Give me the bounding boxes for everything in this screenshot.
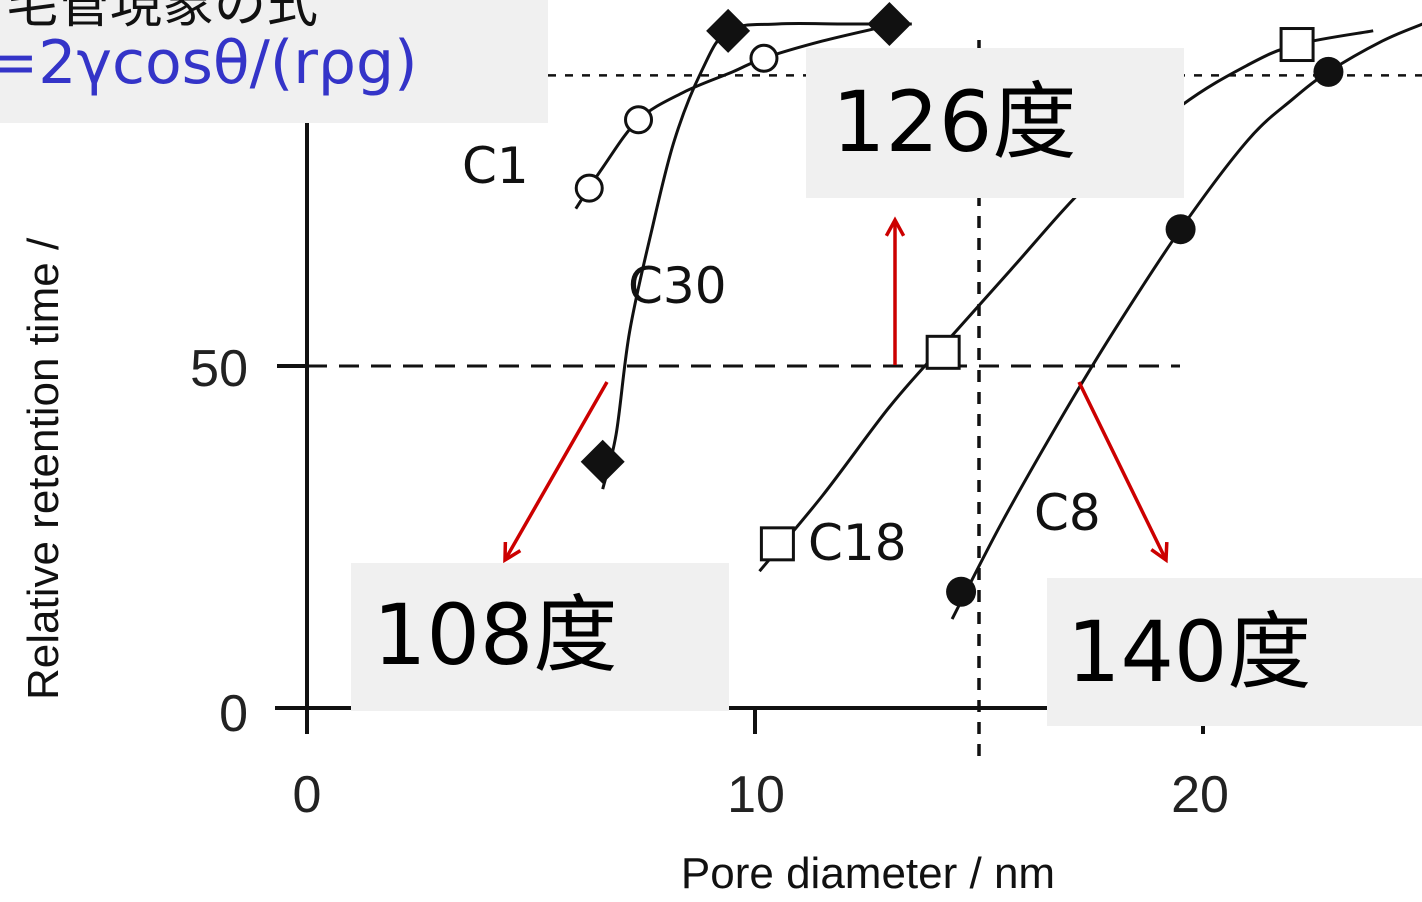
angle-label-c30: 108度 (351, 563, 729, 711)
marker-c8-2 (1313, 56, 1344, 87)
marker-c1-2 (749, 43, 779, 73)
y-tick-label-50: 50 (190, 340, 248, 398)
arrow-c8 (1077, 381, 1169, 564)
series-label-c30: C30 (628, 257, 727, 315)
marker-c1-0 (574, 173, 604, 203)
series-markers (574, 2, 1344, 607)
curve-c1 (574, 25, 881, 210)
series-label-c1: C1 (462, 137, 529, 195)
marker-c18-2 (1279, 27, 1315, 63)
formula-box: 毛管現象の式 =2γcosθ/(rρg) (0, 0, 548, 123)
x-axis-title: Pore diameter / nm (681, 849, 1055, 898)
x-tick-label-10: 10 (727, 766, 785, 824)
curve-c30 (601, 22, 912, 490)
formula-heading: 毛管現象の式 (6, 0, 319, 35)
arrow-c30-head (503, 541, 522, 564)
arrow-c30 (503, 381, 609, 564)
formula-equation: =2γcosθ/(rρg) (0, 28, 418, 98)
series-label-c18: C18 (808, 514, 907, 572)
x-tick-label-0: 0 (293, 766, 322, 824)
arrow-c18 (884, 216, 906, 365)
arrow-c8-shaft (1077, 381, 1168, 561)
angle-arrows (503, 216, 1169, 564)
angle-label-c18: 126度 (806, 48, 1184, 198)
marker-c18-1 (925, 334, 961, 370)
marker-c30-0 (580, 439, 625, 484)
marker-c8-0 (946, 576, 977, 607)
series-label-c8: C8 (1034, 484, 1101, 542)
marker-c1-1 (624, 105, 654, 135)
y-axis-title: Relative retention time / (19, 237, 68, 700)
marker-c30-1 (706, 8, 751, 53)
marker-c8-1 (1165, 214, 1196, 245)
y-tick-label-0: 0 (219, 685, 248, 743)
x-tick-label-20: 20 (1171, 766, 1229, 824)
marker-c30-2 (867, 2, 912, 46)
arrow-c30-shaft (503, 381, 609, 561)
arrow-c18-head (884, 216, 906, 237)
arrow-c8-head (1150, 541, 1169, 564)
angle-label-c8: 140度 (1047, 578, 1422, 726)
curve-c18 (758, 29, 1374, 573)
marker-c18-0 (759, 526, 795, 562)
